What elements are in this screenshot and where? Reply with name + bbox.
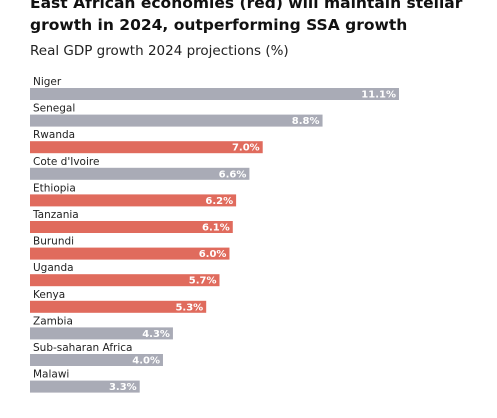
value-label: 7.0% (232, 143, 260, 154)
bar (30, 274, 220, 287)
category-label: Sub-saharan Africa (33, 342, 132, 354)
bar (30, 221, 233, 233)
bar (30, 354, 163, 366)
category-label: Kenya (33, 289, 65, 301)
value-label: 4.3% (142, 329, 170, 340)
chart-subtitle: Real GDP growth 2024 projections (%) (30, 43, 289, 59)
category-label: Zambia (33, 315, 73, 327)
category-label: Tanzania (32, 209, 79, 221)
bar (30, 194, 237, 207)
chart-title: East African economies (red) will mainta… (30, 0, 463, 34)
category-label: Ethiopia (33, 182, 76, 194)
bar (30, 327, 173, 340)
bar (30, 88, 399, 100)
category-label: Malawi (33, 369, 69, 381)
bar (30, 114, 323, 127)
value-label: 6.6% (219, 169, 247, 180)
bar (30, 141, 263, 154)
category-label: Rwanda (33, 129, 75, 141)
value-label: 5.7% (189, 276, 217, 287)
value-label: 3.3% (109, 382, 137, 393)
category-label: Uganda (33, 262, 74, 274)
bar (30, 380, 140, 393)
value-label: 6.2% (205, 196, 233, 207)
bar (30, 167, 250, 180)
category-label: Niger (33, 76, 62, 88)
category-label: Burundi (33, 236, 74, 248)
category-label: Senegal (33, 103, 75, 115)
value-label: 11.1% (361, 90, 396, 101)
value-label: 6.1% (202, 223, 230, 234)
value-label: 6.0% (199, 249, 227, 260)
value-label: 5.3% (175, 302, 203, 313)
value-label: 4.0% (132, 356, 160, 367)
value-label: 8.8% (292, 116, 320, 127)
bar (30, 300, 207, 313)
bar (30, 247, 230, 260)
category-label: Cote d'Ivoire (33, 156, 99, 168)
